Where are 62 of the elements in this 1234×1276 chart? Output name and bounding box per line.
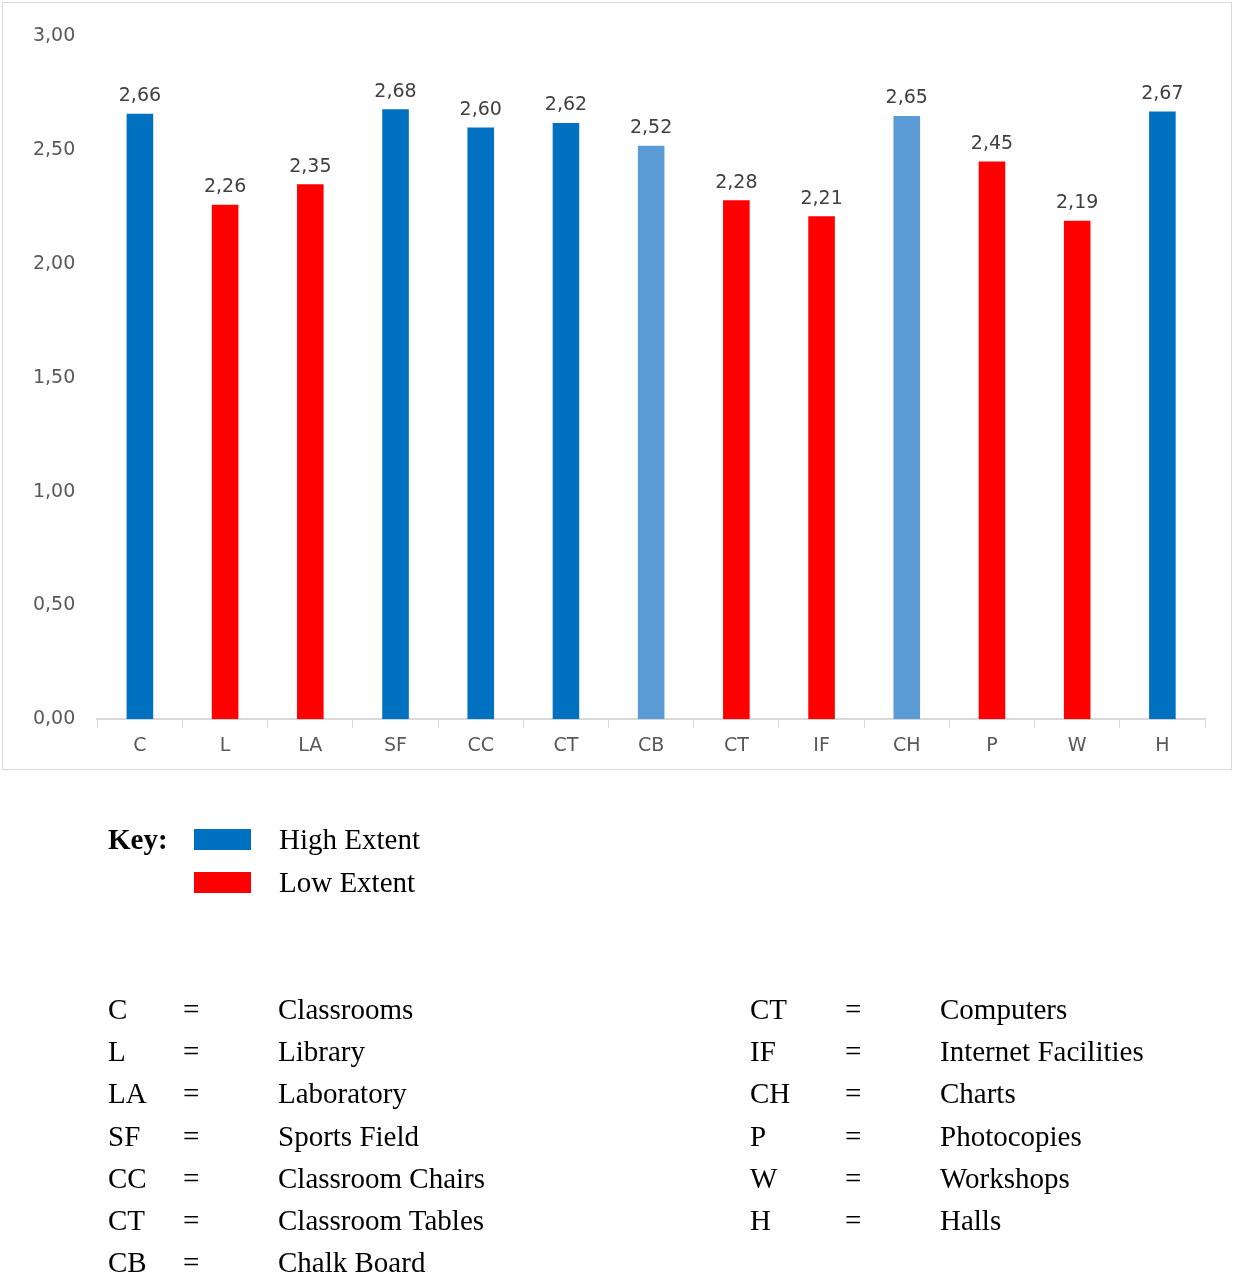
x-tick-label: L [219, 732, 231, 755]
bar [1149, 111, 1176, 720]
text: CC = Classroom Chairs [108, 1161, 486, 1194]
data-label: 2,68 [374, 78, 417, 101]
y-tick-label: 2,50 [32, 137, 76, 160]
bar [723, 200, 750, 720]
data-label: 2,35 [289, 153, 332, 176]
x-tick-label: P [986, 732, 998, 755]
text: LA = Laboratory [108, 1077, 407, 1110]
data-label: 2,67 [1141, 80, 1184, 103]
bar [978, 161, 1006, 720]
text: CB = Chalk Board [108, 1246, 426, 1276]
legend-label: Low Extent [279, 866, 416, 899]
x-tick-label: IF [813, 732, 830, 755]
bar [893, 116, 921, 720]
data-label: 2,21 [800, 185, 843, 208]
text: CT = Computers [750, 992, 1068, 1025]
x-tick-label: SF [384, 732, 408, 755]
data-label: 2,45 [970, 131, 1014, 154]
text: IF = Internet Facilities [750, 1034, 1144, 1067]
x-tick-label: CT [553, 732, 579, 755]
bar [808, 216, 835, 720]
y-tick-label: 1,50 [32, 364, 76, 387]
data-label: 2,19 [1056, 190, 1099, 213]
data-label: 2,62 [544, 92, 588, 115]
x-tick-label: CC [467, 732, 495, 755]
data-label: 2,28 [715, 169, 758, 192]
text: H = Halls [750, 1204, 1002, 1237]
text: P = Photocopies [750, 1119, 1082, 1152]
text: CT = Classroom Tables [108, 1204, 485, 1237]
text: SF = Sports Field [108, 1119, 419, 1152]
y-tick-label: 0,00 [32, 706, 76, 729]
data-label: 2,60 [459, 96, 502, 119]
legend-label: High Extent [279, 823, 420, 856]
y-tick-label: 2,00 [32, 250, 76, 273]
x-tick-label: CB [638, 732, 665, 755]
data-label: 2,52 [630, 115, 673, 138]
text: CH = Charts [750, 1077, 1016, 1110]
text: C = Classrooms [108, 992, 414, 1025]
y-tick-label: 0,50 [32, 592, 76, 615]
bar [126, 113, 154, 720]
bar [1063, 220, 1091, 720]
y-tick-label: 3,00 [32, 23, 76, 46]
text: W = Workshops [750, 1161, 1070, 1194]
x-tick-label: CH [892, 732, 921, 755]
legend-title: Key: [108, 823, 169, 856]
bar [637, 145, 665, 720]
x-tick-label: W [1067, 732, 1087, 755]
bar [552, 122, 580, 720]
data-label: 2,66 [118, 83, 162, 106]
x-tick-label: LA [298, 732, 323, 755]
bar [211, 204, 239, 720]
bar [382, 109, 409, 720]
x-tick-label: CT [723, 732, 750, 755]
x-tick-label: H [1155, 732, 1170, 755]
y-tick-label: 1,00 [32, 478, 76, 501]
bar [467, 127, 495, 720]
bar [297, 184, 324, 720]
x-tick-label: C [133, 732, 147, 755]
data-label: 2,26 [203, 174, 247, 197]
data-label: 2,65 [885, 85, 928, 108]
text: L = Library [108, 1034, 365, 1067]
